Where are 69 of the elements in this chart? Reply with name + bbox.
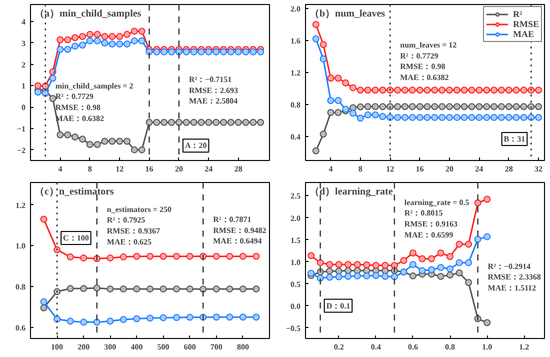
text: （c）n_estimators <box>34 186 114 198</box>
x-tick-label: 8 <box>358 164 362 174</box>
x-tick-label: 0.2 <box>334 342 344 352</box>
x-tick-label: 0.6 <box>408 342 418 352</box>
y-tick-label: 0.0 <box>290 302 300 311</box>
y-tick-label: 1.0 <box>16 242 26 251</box>
x-tick-label: 28 <box>504 164 513 174</box>
annotation: learning_rate = 0.5 R²：0.8015 RMSE：0.9163 MAE：0.6599 <box>404 198 470 240</box>
y-tick-label: 0.4 <box>290 132 300 142</box>
legend-label: RMSE <box>512 19 539 29</box>
x-tick-label: 28 <box>234 164 242 174</box>
x-tick-label: 12 <box>386 164 394 174</box>
x-tick-label: 700 <box>210 342 222 352</box>
annotation: n_estimators = 250 R²：0.7925 RMSE：0.9367 MAE：0.625 <box>106 204 172 246</box>
y-tick-label: 1.5 <box>290 236 300 245</box>
legend-label: MAE <box>512 29 534 39</box>
x-tick-label: 4 <box>328 164 333 174</box>
annotation: num_leaves = 12 R²：0.7729 RMSE：0.98 MAE：0.6382 <box>400 40 457 82</box>
y-tick-label: 1.0 <box>290 258 300 267</box>
y-tick-label: 1 <box>22 82 26 91</box>
y-tick-label: 0.8 <box>16 282 26 292</box>
annotation: C：100 <box>63 233 89 242</box>
chart-title: （b）num_leaves <box>310 8 386 20</box>
x-tick-label: 0.8 <box>445 342 456 352</box>
annotation: A：20 <box>184 141 207 150</box>
x-tick-label: 600 <box>184 342 196 352</box>
y-tick-label: 1.2 <box>290 68 300 78</box>
x-tick-label: 32 <box>534 164 543 174</box>
y-tick-label: 1.2 <box>16 200 26 210</box>
x-tick-label: 400 <box>130 342 143 352</box>
y-tick-label: −1 <box>16 124 26 134</box>
x-tick-label: 16 <box>416 164 424 174</box>
y-tick-label: −2 <box>16 146 26 155</box>
annotation: D：0.1 <box>326 301 350 310</box>
y-tick-label: 2.0 <box>290 4 300 14</box>
y-tick-label: 0.6 <box>16 323 26 332</box>
y-tick-label: −0.5 <box>286 324 301 333</box>
y-tick-label: 3 <box>22 38 26 48</box>
x-tick-label: 300 <box>104 342 116 352</box>
annotation: R²：−0.2914 RMSE：2.3368 MAE：1.5112 <box>488 262 541 292</box>
y-tick-label: 0 <box>22 103 26 112</box>
y-tick-label: 1.6 <box>290 36 300 46</box>
y-tick-label: 4 <box>22 18 26 27</box>
annotation: B：31 <box>504 134 526 144</box>
x-tick-label: 4 <box>58 164 62 174</box>
x-tick-label: 20 <box>174 164 183 174</box>
y-tick-label: 0.5 <box>290 280 300 289</box>
y-tick-label: 0.8 <box>290 100 300 110</box>
x-tick-label: 100 <box>51 342 64 352</box>
annotation: R²：0.7871 RMSE：0.9482 MAE：0.6494 <box>213 215 266 246</box>
y-tick-label: 2.0 <box>290 214 300 223</box>
x-tick-label: 1.0 <box>482 342 492 352</box>
x-tick-label: 1.2 <box>519 342 530 352</box>
y-tick-label: 2.5 <box>290 192 300 201</box>
legend-label: R² <box>512 9 524 19</box>
x-tick-label: 500 <box>157 342 170 352</box>
x-tick-label: 16 <box>145 164 154 174</box>
x-tick-label: 24 <box>475 164 484 174</box>
y-tick-label: 2 <box>22 60 26 70</box>
x-tick-label: 0.4 <box>370 342 381 352</box>
chart-title: （a）min_child_samples <box>34 8 142 20</box>
x-tick-label: 20 <box>445 164 454 174</box>
x-tick-label: 24 <box>204 164 213 174</box>
x-tick-label: 8 <box>88 164 92 174</box>
chart-title: （d）learning_rate <box>310 186 394 198</box>
x-tick-label: 800 <box>236 342 249 352</box>
x-tick-label: 200 <box>78 342 90 352</box>
annotation: R²：−0.7151 RMSE：2.693 MAE：2.5804 <box>188 75 238 106</box>
x-tick-label: 12 <box>116 164 124 174</box>
